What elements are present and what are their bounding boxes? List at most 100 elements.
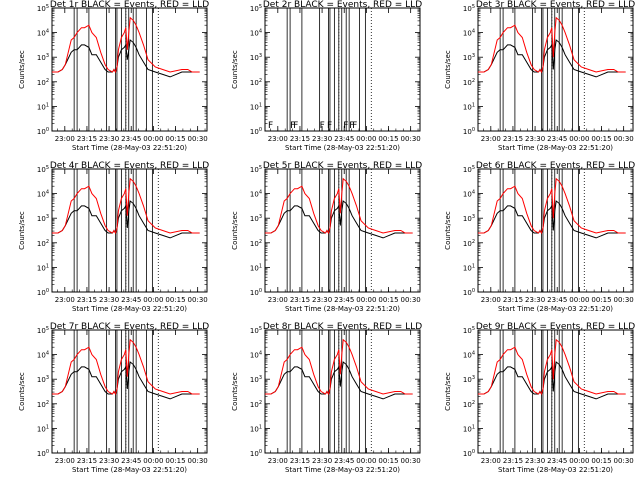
- x-tick-label: 00:15: [378, 457, 398, 465]
- x-axis-label: Start Time (28-May-03 22:51:20): [72, 466, 187, 474]
- y-tick-label: 101: [463, 424, 475, 433]
- y-tick-label: 103: [463, 53, 475, 62]
- y-tick-label: 101: [250, 102, 262, 111]
- y-tick-label: 104: [250, 190, 262, 199]
- y-tick-label: 104: [250, 351, 262, 360]
- x-tick-label: 00:15: [165, 457, 185, 465]
- y-axis-label: Counts/sec: [231, 372, 239, 411]
- x-tick-label: 23:15: [503, 135, 523, 143]
- x-axis-label: Start Time (28-May-03 22:51:20): [72, 144, 187, 152]
- y-tick-label: 104: [37, 190, 49, 199]
- x-axis-label: Start Time (28-May-03 22:51:20): [285, 466, 400, 474]
- y-axis-label: Counts/sec: [444, 50, 452, 89]
- x-tick-label: 00:00: [569, 457, 589, 465]
- y-tick-label: 101: [463, 263, 475, 272]
- x-tick-label: 00:00: [143, 457, 163, 465]
- x-tick-label: 00:15: [165, 296, 185, 304]
- x-tick-label: 23:30: [525, 296, 545, 304]
- detector-panel: Det 9r BLACK = Events, RED = LLD 100 101 10…: [444, 322, 635, 474]
- x-tick-label: 23:45: [334, 135, 354, 143]
- lld-series-line: [52, 338, 200, 396]
- y-tick-label: 105: [250, 165, 262, 174]
- x-tick-label: 23:15: [290, 296, 310, 304]
- x-tick-label: 23:00: [481, 457, 501, 465]
- plot-frame: [264, 7, 421, 132]
- panel-title: Det 5r BLACK = Events, RED = LLD: [263, 161, 422, 171]
- detector-panel: Det 5r BLACK = Events, RED = LLD 100 101 10…: [231, 161, 422, 313]
- x-tick-label: 00:15: [591, 296, 611, 304]
- flag-label: F: [290, 121, 295, 131]
- panel-title: Det 2r BLACK = Events, RED = LLD: [263, 0, 422, 10]
- y-tick-label: 102: [37, 400, 49, 409]
- x-tick-label: 23:30: [99, 135, 119, 143]
- detector-panel: Det 3r BLACK = Events, RED = LLD 100 101 10…: [444, 0, 635, 152]
- x-tick-label: 23:30: [312, 135, 332, 143]
- y-tick-label: 103: [250, 53, 262, 62]
- x-axis-label: Start Time (28-May-03 22:51:20): [72, 305, 187, 313]
- y-tick-label: 104: [37, 29, 49, 38]
- x-tick-label: 00:30: [401, 457, 421, 465]
- y-tick-label: 104: [463, 190, 475, 199]
- flag-label: F: [320, 121, 325, 131]
- x-tick-label: 23:30: [312, 296, 332, 304]
- flag-label: F: [293, 121, 298, 131]
- y-tick-label: 103: [37, 53, 49, 62]
- x-tick-label: 23:00: [268, 457, 288, 465]
- y-tick-label: 105: [250, 4, 262, 13]
- x-tick-label: 23:15: [503, 296, 523, 304]
- lld-series-line: [52, 177, 200, 235]
- y-tick-label: 100: [463, 449, 475, 458]
- x-tick-label: 23:00: [481, 135, 501, 143]
- x-tick-label: 00:30: [188, 135, 208, 143]
- x-tick-label: 23:30: [99, 457, 119, 465]
- detector-panel: Det 1r BLACK = Events, RED = LLD 100 101 10…: [18, 0, 209, 152]
- x-tick-label: 00:30: [614, 457, 634, 465]
- y-tick-label: 103: [250, 214, 262, 223]
- x-axis-label: Start Time (28-May-03 22:51:20): [498, 144, 613, 152]
- y-tick-label: 102: [250, 78, 262, 87]
- y-tick-label: 101: [37, 263, 49, 272]
- x-tick-label: 00:00: [143, 135, 163, 143]
- y-tick-label: 104: [37, 351, 49, 360]
- y-tick-label: 105: [250, 326, 262, 335]
- y-tick-label: 101: [463, 102, 475, 111]
- flag-label: F: [268, 121, 273, 131]
- x-tick-label: 23:15: [77, 135, 97, 143]
- x-tick-label: 23:00: [481, 296, 501, 304]
- x-tick-label: 00:00: [569, 135, 589, 143]
- x-tick-label: 00:00: [143, 296, 163, 304]
- x-tick-label: 23:15: [290, 135, 310, 143]
- x-tick-label: 23:00: [55, 296, 75, 304]
- x-tick-label: 00:15: [591, 135, 611, 143]
- x-tick-label: 00:30: [401, 296, 421, 304]
- x-tick-label: 00:15: [378, 135, 398, 143]
- detector-panel: Det 4r BLACK = Events, RED = LLD 100 101 10…: [18, 161, 209, 313]
- y-axis-label: Counts/sec: [231, 50, 239, 89]
- y-axis-label: Counts/sec: [18, 211, 26, 250]
- x-tick-label: 23:45: [121, 457, 141, 465]
- panel-title: Det 7r BLACK = Events, RED = LLD: [50, 322, 209, 332]
- x-tick-label: 23:00: [268, 296, 288, 304]
- y-tick-label: 101: [250, 263, 262, 272]
- y-tick-label: 100: [250, 288, 262, 297]
- x-tick-label: 00:30: [614, 296, 634, 304]
- x-axis-label: Start Time (28-May-03 22:51:20): [285, 305, 400, 313]
- x-tick-label: 00:15: [165, 135, 185, 143]
- y-axis-label: Counts/sec: [444, 211, 452, 250]
- y-tick-label: 102: [463, 239, 475, 248]
- x-tick-label: 23:45: [547, 135, 567, 143]
- panel-title: Det 4r BLACK = Events, RED = LLD: [50, 161, 209, 171]
- y-tick-label: 100: [463, 127, 475, 136]
- y-axis-label: Counts/sec: [444, 372, 452, 411]
- x-tick-label: 23:45: [547, 457, 567, 465]
- y-tick-label: 103: [37, 214, 49, 223]
- lld-series-line: [478, 177, 626, 235]
- y-axis-label: Counts/sec: [18, 50, 26, 89]
- x-tick-label: 00:30: [188, 457, 208, 465]
- y-tick-label: 105: [37, 4, 49, 13]
- lld-series-line: [478, 338, 626, 396]
- y-tick-label: 100: [37, 449, 49, 458]
- y-tick-label: 102: [250, 239, 262, 248]
- y-tick-label: 100: [250, 449, 262, 458]
- y-tick-label: 105: [463, 4, 475, 13]
